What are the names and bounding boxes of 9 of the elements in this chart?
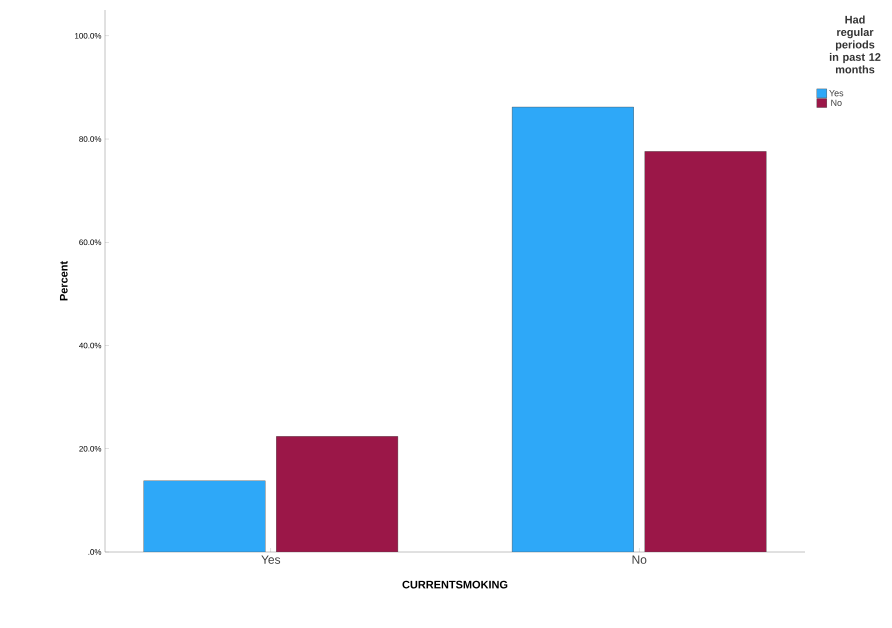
bar	[276, 436, 398, 552]
legend-label: No	[831, 100, 842, 106]
legend-title: Had regular periods in past 12 months	[830, 16, 880, 74]
bar	[644, 151, 767, 552]
x-axis-title: CURRENTSMOKING	[402, 580, 508, 588]
bar	[143, 480, 266, 552]
bar	[512, 106, 634, 552]
y-axis-title: Percent	[60, 261, 68, 300]
legend-label: Yes	[829, 90, 844, 96]
